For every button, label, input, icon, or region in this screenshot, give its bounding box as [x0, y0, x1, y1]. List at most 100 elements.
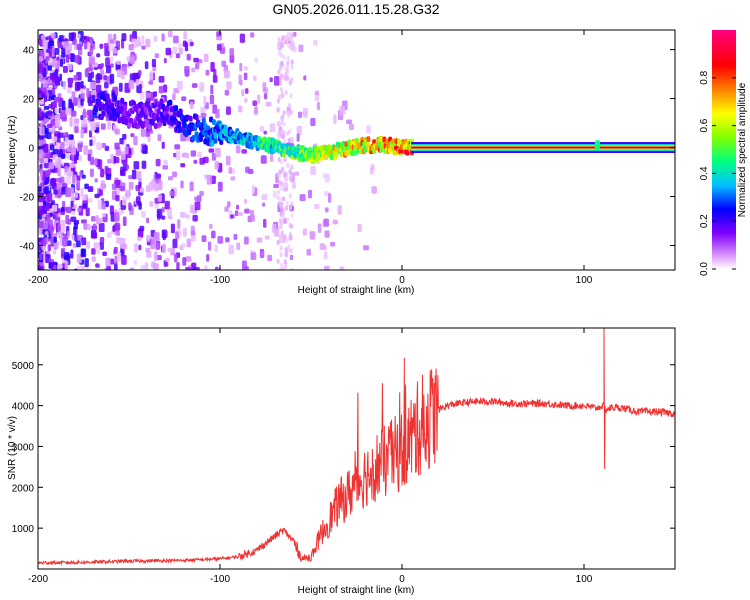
- colorbar-tick-label: 0.2: [699, 214, 710, 228]
- spectrogram-cell: [370, 164, 375, 172]
- spectrogram-cell: [261, 194, 268, 201]
- spectrogram-cell: [109, 73, 115, 84]
- spectrogram-cell: [286, 60, 290, 66]
- spectrogram-cell: [158, 85, 164, 94]
- spectrogram-cell: [288, 129, 292, 135]
- colorbar-ticks: 0.0 0.2 0.4 0.6 0.8: [699, 70, 736, 276]
- spectrogram-cell: [178, 48, 183, 55]
- spectrogram-cell: [87, 110, 93, 121]
- spectrogram-cell: [270, 152, 274, 162]
- spectrogram-cell: [114, 128, 120, 135]
- spectrogram-cell: [147, 136, 151, 143]
- spectrogram-cell: [94, 178, 98, 183]
- spectrogram-cell: [49, 144, 55, 151]
- spectrogram-cell: [289, 109, 293, 115]
- spectrogram-cell: [63, 132, 67, 137]
- spectrogram-cell: [182, 257, 187, 266]
- spectrogram-cell: [113, 246, 118, 254]
- spectrogram-cell: [71, 91, 76, 98]
- spectrogram-cell: [277, 156, 281, 162]
- spectrogram-cell: [97, 199, 102, 210]
- spectrogram-cell: [54, 48, 60, 55]
- spectrogram-cell: [73, 226, 77, 236]
- spectrogram-cell: [315, 156, 320, 163]
- spectrogram-cell: [105, 65, 112, 74]
- spectrogram-cell: [277, 189, 281, 195]
- spectrogram-cell: [38, 74, 44, 82]
- spectrogram-cell: [128, 80, 135, 90]
- spectrogram-cell: [66, 147, 72, 153]
- spectrogram-cell: [325, 174, 330, 183]
- spectrogram-cell: [212, 75, 218, 83]
- spectrogram-cell: [303, 75, 307, 81]
- spectrogram-cell: [221, 60, 227, 67]
- spectrogram-cell: [80, 187, 84, 197]
- spectrogram-cell: [145, 92, 152, 98]
- spectrogram-cell: [159, 98, 164, 105]
- spectrogram-cell: [56, 158, 62, 168]
- spectrogram-cell: [38, 225, 43, 236]
- spectrogram-cell: [279, 75, 283, 81]
- spectrogram-cell: [52, 154, 59, 161]
- spectrogram-cell: [56, 56, 60, 61]
- spectrogram-cell: [153, 263, 159, 270]
- spectrogram-cell: [158, 76, 165, 83]
- spectrogram-cell: [272, 190, 277, 198]
- spectrogram-cell: [227, 201, 231, 208]
- spectrogram-cell: [133, 135, 138, 146]
- spectrogram-cell: [200, 106, 206, 115]
- spectrogram-cell: [103, 43, 109, 48]
- colorbar-tick-label: 0.6: [699, 118, 710, 132]
- spectrogram-cell: [253, 75, 257, 82]
- spectrogram-cell: [209, 94, 215, 105]
- spectrogram-cell: [279, 86, 283, 92]
- spectrogram-cell: [65, 106, 72, 115]
- spectrogram-cell: [191, 67, 196, 73]
- spectrogram-cell: [115, 60, 122, 65]
- spectrogram-cell: [214, 161, 220, 170]
- spectrogram-cell: [287, 138, 291, 144]
- spectrogram-cell: [80, 129, 84, 139]
- spectrogram-cell: [226, 81, 232, 90]
- spectrogram-cell: [277, 69, 281, 75]
- spectrogram-cell: [379, 146, 384, 153]
- spectrogram-cell: [84, 39, 88, 50]
- spectrogram-cell: [61, 100, 66, 111]
- spectrogram-cell: [47, 60, 53, 66]
- figure-title: GN05.2026.011.15.28.G32: [272, 1, 439, 17]
- spectrogram-cell: [371, 186, 377, 194]
- spectrogram-cell: [289, 248, 293, 254]
- spectrogram-cell: [43, 158, 49, 164]
- spectrogram-cell: [264, 93, 268, 100]
- spectrogram-cell: [57, 223, 61, 232]
- spectrogram-cell: [163, 159, 168, 166]
- spectrogram-cell: [65, 54, 70, 63]
- spectrogram-cell: [278, 224, 282, 230]
- spectrogram-cell: [100, 63, 104, 68]
- spectrogram-cell: [121, 151, 126, 160]
- spectrogram-cell: [104, 46, 110, 57]
- spectrogram-cell: [288, 193, 292, 199]
- spectrogram-cell: [56, 264, 63, 270]
- spectrogram-cell: [161, 33, 165, 42]
- spectrogram-cell: [188, 115, 193, 122]
- spectrogram-cell: [53, 96, 60, 103]
- spectrogram-cell: [38, 38, 43, 45]
- spectrogram-cell: [80, 98, 84, 106]
- spectrogram-cell: [323, 251, 328, 260]
- y-tick-label: -20: [20, 193, 35, 204]
- spectrogram-cell: [264, 235, 270, 240]
- snr-y-label: SNR (10 * v/v): [7, 416, 18, 480]
- spectrogram-cell: [59, 58, 64, 68]
- spectrogram-cell: [180, 163, 186, 168]
- spectrogram-cell: [143, 267, 149, 270]
- spectrogram-cell: [213, 137, 218, 144]
- spectrogram-cell: [64, 261, 69, 270]
- spectrogram-cell: [339, 105, 346, 115]
- spectrogram-cell: [269, 77, 273, 83]
- spectrogram-cell: [133, 260, 138, 265]
- spectrogram-cell: [43, 105, 50, 110]
- spectrogram-cell: [277, 120, 281, 126]
- spectrogram-frame: [37, 29, 676, 271]
- spectrogram-cell: [186, 152, 190, 159]
